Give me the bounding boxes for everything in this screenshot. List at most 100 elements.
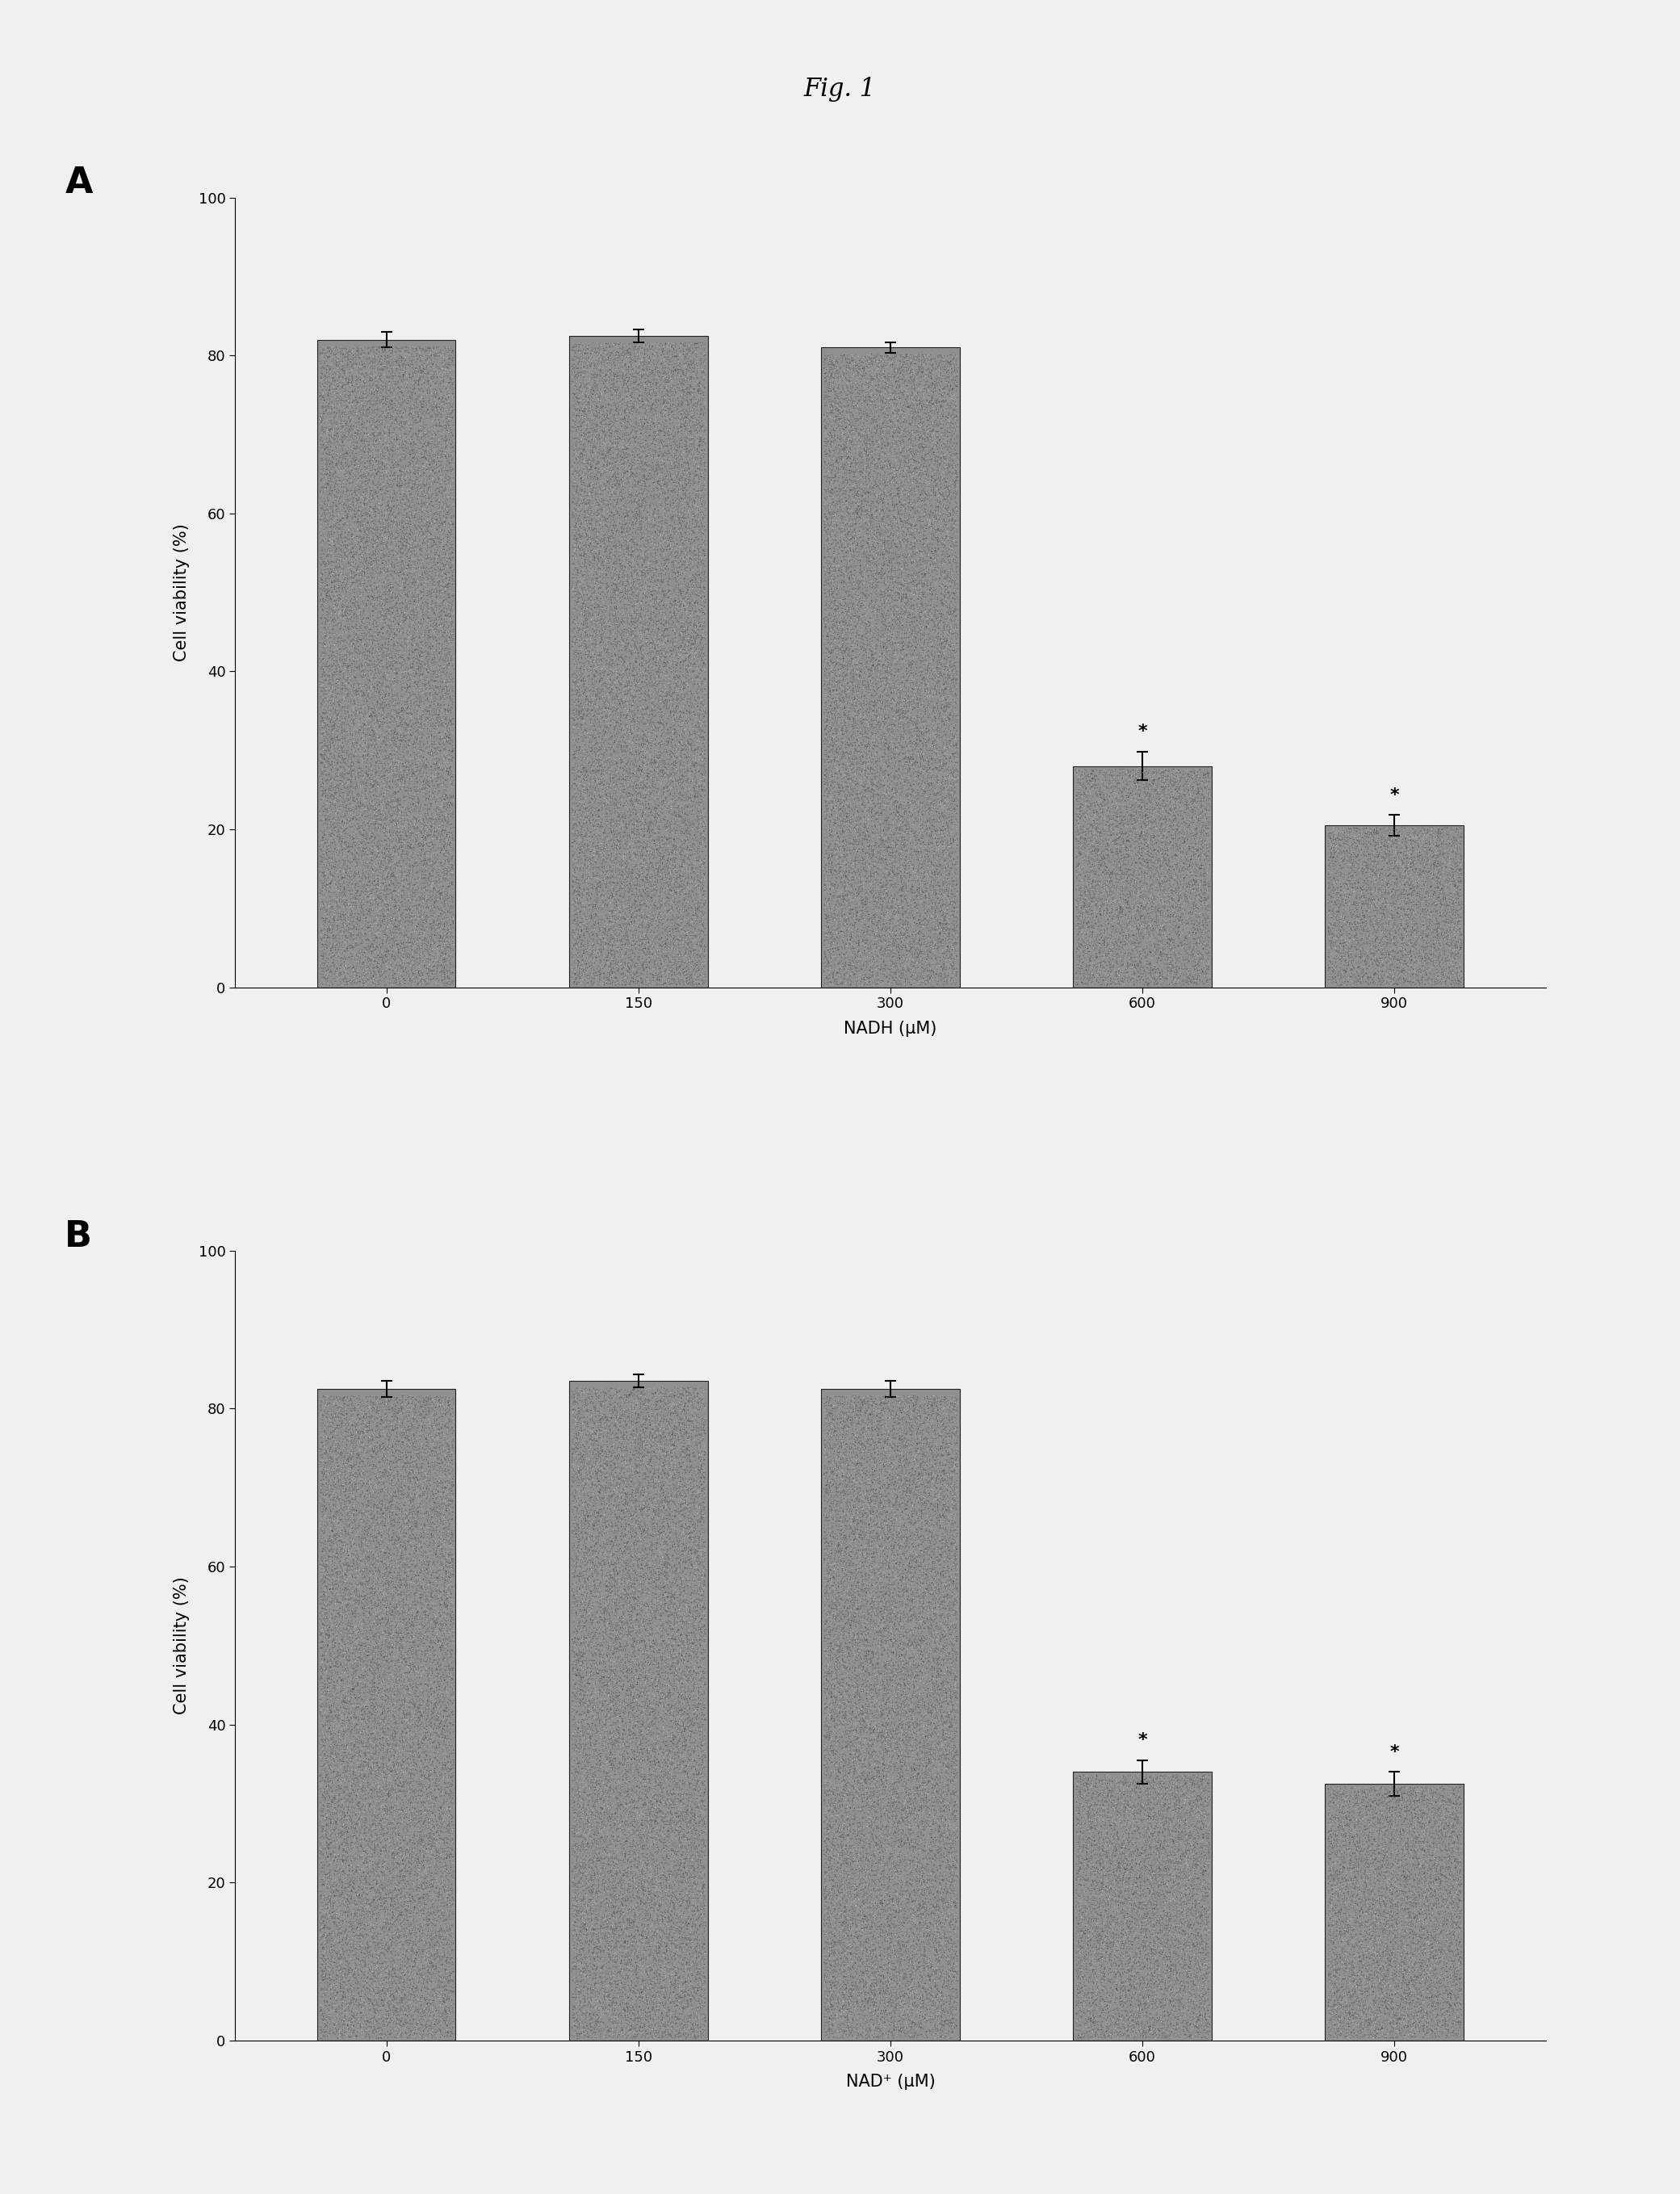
Point xyxy=(914,1499,941,1534)
Point xyxy=(862,1806,889,1841)
Point xyxy=(822,1977,848,2012)
Point xyxy=(316,1637,343,1672)
Point xyxy=(585,627,612,663)
Point xyxy=(838,1420,865,1455)
Point xyxy=(1376,1939,1403,1975)
Point xyxy=(591,1920,618,1955)
Point xyxy=(655,542,682,577)
Point xyxy=(341,685,368,720)
Point xyxy=(911,1437,937,1472)
Point xyxy=(1149,915,1176,950)
Point xyxy=(890,1606,917,1641)
Point xyxy=(840,1681,867,1716)
Point xyxy=(815,527,842,562)
Point xyxy=(405,1882,432,1918)
Point xyxy=(1381,897,1408,932)
Point xyxy=(682,619,709,654)
Point xyxy=(1178,1918,1205,1953)
Point xyxy=(652,1786,679,1821)
Point xyxy=(665,465,692,500)
Point xyxy=(591,450,618,485)
Point xyxy=(857,1406,884,1441)
Point xyxy=(343,652,370,687)
Point xyxy=(324,1935,351,1970)
Point xyxy=(596,527,623,562)
Point xyxy=(877,1610,904,1646)
Point xyxy=(1339,847,1366,882)
Point xyxy=(902,1968,929,2003)
Point xyxy=(1426,1823,1453,1858)
Point xyxy=(576,1656,603,1692)
Point xyxy=(329,491,356,527)
Point xyxy=(1327,1865,1354,1900)
Point xyxy=(1149,1924,1176,1959)
Point xyxy=(1352,1913,1379,1948)
Point xyxy=(1095,2018,1122,2054)
Point xyxy=(900,1882,927,1918)
Point xyxy=(911,1426,937,1461)
Point xyxy=(1374,1773,1401,1808)
Point xyxy=(581,1775,608,1810)
Point xyxy=(309,485,336,520)
Point xyxy=(606,630,633,665)
Point xyxy=(858,1939,885,1975)
Point xyxy=(654,1672,680,1707)
Point xyxy=(1406,2005,1433,2040)
Point xyxy=(892,1887,919,1922)
Point xyxy=(880,1474,907,1509)
Point xyxy=(685,814,712,849)
Point xyxy=(361,906,388,941)
Point xyxy=(386,1876,413,1911)
Point xyxy=(837,799,864,834)
Point xyxy=(365,371,391,406)
Point xyxy=(1097,1836,1124,1871)
Point xyxy=(939,685,966,720)
Point xyxy=(605,829,632,864)
Point xyxy=(921,1738,948,1773)
Point xyxy=(628,375,655,410)
Point xyxy=(608,1400,635,1435)
Point xyxy=(438,1391,465,1426)
Point xyxy=(1448,926,1475,961)
Point xyxy=(667,643,694,678)
Point xyxy=(830,1738,857,1773)
Point xyxy=(640,408,667,443)
Point xyxy=(570,467,596,502)
Point xyxy=(605,606,632,641)
Point xyxy=(563,722,590,757)
Point xyxy=(610,814,637,849)
Point xyxy=(356,443,383,478)
Point xyxy=(1090,1935,1117,1970)
Point xyxy=(403,785,430,821)
Point xyxy=(934,1466,961,1501)
Point xyxy=(870,1542,897,1577)
Point xyxy=(669,1865,696,1900)
Point xyxy=(603,2010,630,2045)
Point xyxy=(843,1516,870,1551)
Point xyxy=(830,1878,857,1913)
Point xyxy=(339,755,366,790)
Point xyxy=(865,344,892,380)
Point xyxy=(586,728,613,764)
Point xyxy=(684,1819,711,1854)
Point xyxy=(865,1518,892,1553)
Point xyxy=(596,695,623,731)
Point xyxy=(926,652,953,687)
Point xyxy=(1378,926,1404,961)
Point xyxy=(623,1646,650,1681)
Point xyxy=(344,750,371,785)
Point xyxy=(932,1722,959,1757)
Point xyxy=(378,1718,405,1753)
Point xyxy=(420,606,447,641)
Point xyxy=(423,821,450,856)
Point xyxy=(638,1865,665,1900)
Point xyxy=(1141,1773,1168,1808)
Point xyxy=(601,1681,628,1716)
Point xyxy=(934,1435,961,1470)
Point xyxy=(659,505,685,540)
Point xyxy=(1404,832,1431,867)
Point xyxy=(665,366,692,402)
Point xyxy=(309,1797,336,1832)
Point xyxy=(1193,838,1220,873)
Point xyxy=(601,388,628,423)
